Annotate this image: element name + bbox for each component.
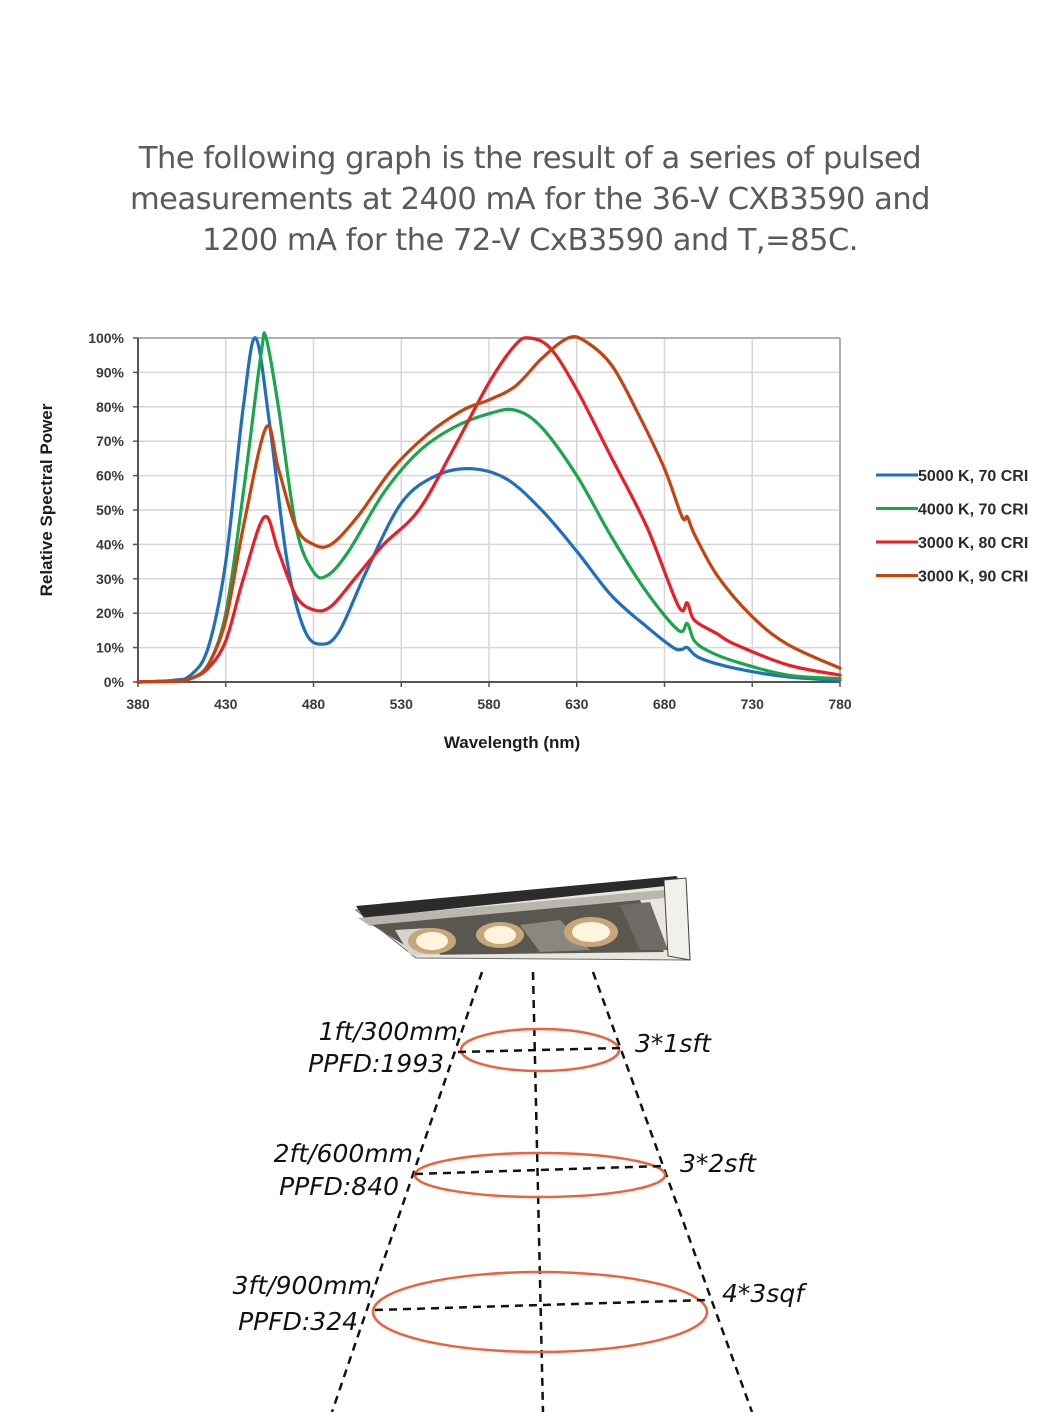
- coverage-area-label: 3*1sft: [635, 1029, 712, 1058]
- x-tick-label: 430: [214, 696, 238, 712]
- coverage-diameter-line: [414, 1164, 664, 1176]
- ppfd-label: PPFD:1993: [308, 1049, 444, 1078]
- caption-line-3: 1200 mA for the 72-V CxB3590 and T,=85C.: [202, 223, 858, 258]
- x-tick-label: 580: [477, 696, 501, 712]
- caption-line-2: measurements at 2400 mA for the 36-V CXB…: [129, 182, 931, 217]
- series-line: [136, 335, 842, 684]
- coverage-ellipse: [459, 1027, 621, 1073]
- coverage-level: 2ft/600mm PPFD:840 3*2sft: [274, 1139, 757, 1201]
- coverage-area-label: 3*2sft: [680, 1149, 757, 1178]
- y-tick-label: 80%: [96, 399, 125, 415]
- x-tick-label: 780: [828, 696, 852, 712]
- y-tick-label: 30%: [96, 571, 125, 587]
- y-tick-label: 20%: [96, 605, 125, 621]
- beam-right-line: [591, 971, 754, 1412]
- hanging-height-label: 3ft/900mm: [233, 1271, 372, 1300]
- chart-caption: The following graph is the result of a s…: [60, 138, 1000, 261]
- beam-left-line: [330, 971, 484, 1412]
- chart-grid: [138, 337, 840, 682]
- coverage-ellipse: [371, 1270, 709, 1354]
- x-tick-label: 480: [302, 696, 326, 712]
- y-axis-ticks: 0% 10% 20% 30% 40% 50% 60% 70% 80% 90% 100%: [88, 330, 124, 690]
- x-tick-label: 730: [741, 696, 765, 712]
- ppfd-label: PPFD:324: [238, 1307, 358, 1336]
- hanging-height-label: 1ft/300mm: [319, 1017, 458, 1046]
- ppfd-label: PPFD:840: [279, 1172, 399, 1201]
- y-tick-label: 100%: [88, 330, 124, 346]
- coverage-diameter-line: [457, 1046, 621, 1054]
- series-line: [136, 336, 842, 684]
- x-tick-label: 530: [390, 696, 414, 712]
- y-tick-label: 10%: [96, 640, 125, 656]
- x-tick-label: 630: [565, 696, 589, 712]
- y-tick-label: 70%: [96, 433, 125, 449]
- beam-lines: [330, 971, 754, 1412]
- y-tick-label: 90%: [96, 364, 125, 380]
- coverage-area-label: 4*3sqf: [722, 1279, 807, 1308]
- spectral-power-chart: 0% 10% 20% 30% 40% 50% 60% 70% 80% 90% 100% 380 430…: [37, 330, 1028, 752]
- x-tick-label: 380: [126, 696, 150, 712]
- y-axis-label: Relative Spectral Power: [37, 403, 56, 596]
- series-line: [136, 331, 842, 684]
- coverage-ellipse: [413, 1151, 667, 1199]
- coverage-level: 3ft/900mm PPFD:324 4*3sqf: [233, 1270, 807, 1354]
- legend-label: 5000 K, 70 CRI: [918, 468, 1028, 485]
- coverage-level: 1ft/300mm PPFD:1993 3*1sft: [308, 1017, 712, 1078]
- y-tick-label: 40%: [96, 536, 125, 552]
- x-axis-ticks: 380 430 480 530 580 630 680 730 780: [126, 696, 852, 712]
- y-tick-label: 50%: [96, 502, 125, 518]
- x-tick-label: 680: [653, 696, 677, 712]
- spectral-curves: [136, 331, 842, 684]
- grow-light-fixture-icon: [354, 876, 691, 961]
- legend-label: 3000 K, 80 CRI: [918, 535, 1028, 552]
- y-tick-label: 0%: [104, 674, 125, 690]
- series-line: [136, 336, 842, 684]
- caption-line-1: The following graph is the result of a s…: [138, 141, 922, 176]
- chart-legend: 5000 K, 70 CRI 4000 K, 70 CRI 3000 K, 80 C…: [876, 468, 1028, 586]
- coverage-levels: 1ft/300mm PPFD:1993 3*1sft 2ft/600mm PPFD:84…: [233, 1017, 807, 1354]
- hanging-height-label: 2ft/600mm: [274, 1139, 413, 1168]
- y-tick-label: 60%: [96, 468, 125, 484]
- beam-center-line: [531, 971, 545, 1412]
- legend-label: 4000 K, 70 CRI: [918, 502, 1028, 519]
- x-axis-label: Wavelength (nm): [444, 733, 580, 752]
- legend-label: 3000 K, 90 CRI: [918, 569, 1028, 586]
